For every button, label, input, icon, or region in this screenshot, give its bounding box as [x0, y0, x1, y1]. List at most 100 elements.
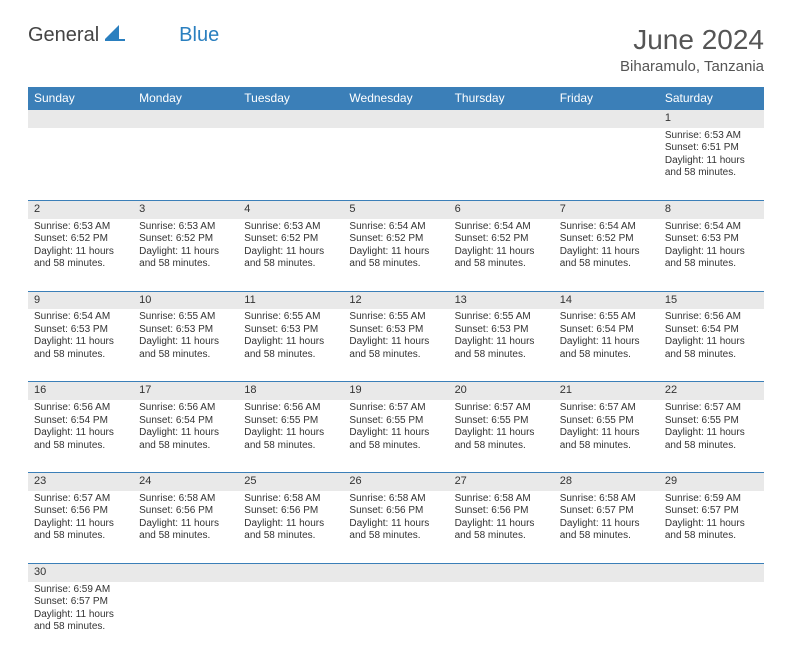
- day-body-cell: Sunrise: 6:56 AMSunset: 6:54 PMDaylight:…: [28, 400, 133, 472]
- empty-cell: [28, 128, 133, 200]
- empty-cell: [343, 582, 448, 654]
- daylight-line: Daylight: 11 hours and 58 minutes.: [244, 427, 337, 452]
- day-cell: Sunrise: 6:57 AMSunset: 6:55 PMDaylight:…: [449, 400, 554, 456]
- day-num-cell: 23: [28, 472, 133, 491]
- sunrise-line: Sunrise: 6:55 AM: [139, 311, 232, 324]
- day-header: Tuesday: [238, 87, 343, 109]
- day-header: Wednesday: [343, 87, 448, 109]
- day-body-cell: Sunrise: 6:54 AMSunset: 6:53 PMDaylight:…: [28, 309, 133, 381]
- day-header: Monday: [133, 87, 238, 109]
- daylight-line: Daylight: 11 hours and 58 minutes.: [665, 518, 758, 543]
- sunrise-line: Sunrise: 6:56 AM: [139, 402, 232, 415]
- day-cell: Sunrise: 6:56 AMSunset: 6:54 PMDaylight:…: [28, 400, 133, 456]
- day-body-cell: Sunrise: 6:55 AMSunset: 6:53 PMDaylight:…: [343, 309, 448, 381]
- day-body-cell: Sunrise: 6:58 AMSunset: 6:56 PMDaylight:…: [133, 491, 238, 563]
- day-num-cell: 12: [343, 291, 448, 310]
- day-cell: Sunrise: 6:54 AMSunset: 6:53 PMDaylight:…: [659, 219, 764, 275]
- day-cell: Sunrise: 6:57 AMSunset: 6:55 PMDaylight:…: [554, 400, 659, 456]
- daylight-line: Daylight: 11 hours and 58 minutes.: [455, 336, 548, 361]
- day-number: 25: [238, 472, 343, 491]
- sunrise-line: Sunrise: 6:59 AM: [665, 493, 758, 506]
- day-number: 13: [449, 291, 554, 310]
- day-number: 24: [133, 472, 238, 491]
- sunrise-line: Sunrise: 6:57 AM: [349, 402, 442, 415]
- sunset-line: Sunset: 6:53 PM: [244, 324, 337, 337]
- empty-cell: [449, 109, 554, 128]
- day-number: 14: [554, 291, 659, 310]
- daylight-line: Daylight: 11 hours and 58 minutes.: [349, 518, 442, 543]
- day-cell: Sunrise: 6:55 AMSunset: 6:53 PMDaylight:…: [238, 309, 343, 365]
- day-body-cell: Sunrise: 6:54 AMSunset: 6:53 PMDaylight:…: [659, 219, 764, 291]
- sunrise-line: Sunrise: 6:55 AM: [244, 311, 337, 324]
- calendar-body: 1Sunrise: 6:53 AMSunset: 6:51 PMDaylight…: [28, 109, 764, 654]
- day-header: Thursday: [449, 87, 554, 109]
- sunrise-line: Sunrise: 6:58 AM: [560, 493, 653, 506]
- day-body-cell: Sunrise: 6:57 AMSunset: 6:55 PMDaylight:…: [449, 400, 554, 472]
- day-num-cell: 26: [343, 472, 448, 491]
- day-cell: Sunrise: 6:54 AMSunset: 6:52 PMDaylight:…: [554, 219, 659, 275]
- daylight-line: Daylight: 11 hours and 58 minutes.: [34, 609, 127, 634]
- day-num-cell: 10: [133, 291, 238, 310]
- day-cell: Sunrise: 6:59 AMSunset: 6:57 PMDaylight:…: [659, 491, 764, 547]
- daylight-line: Daylight: 11 hours and 58 minutes.: [349, 336, 442, 361]
- day-body-cell: Sunrise: 6:58 AMSunset: 6:56 PMDaylight:…: [449, 491, 554, 563]
- sunset-line: Sunset: 6:55 PM: [244, 415, 337, 428]
- day-body-cell: Sunrise: 6:59 AMSunset: 6:57 PMDaylight:…: [28, 582, 133, 654]
- day-number: 28: [554, 472, 659, 491]
- daylight-line: Daylight: 11 hours and 58 minutes.: [34, 518, 127, 543]
- sunset-line: Sunset: 6:55 PM: [349, 415, 442, 428]
- day-num-cell: 3: [133, 200, 238, 219]
- day-body-cell: Sunrise: 6:53 AMSunset: 6:52 PMDaylight:…: [238, 219, 343, 291]
- day-cell: Sunrise: 6:55 AMSunset: 6:53 PMDaylight:…: [449, 309, 554, 365]
- daylight-line: Daylight: 11 hours and 58 minutes.: [665, 155, 758, 180]
- day-num-cell: 13: [449, 291, 554, 310]
- day-number: 10: [133, 291, 238, 310]
- day-number: 29: [659, 472, 764, 491]
- sunset-line: Sunset: 6:52 PM: [560, 233, 653, 246]
- sunset-line: Sunset: 6:55 PM: [560, 415, 653, 428]
- sunrise-line: Sunrise: 6:57 AM: [34, 493, 127, 506]
- day-cell: Sunrise: 6:56 AMSunset: 6:54 PMDaylight:…: [133, 400, 238, 456]
- calendar-table: SundayMondayTuesdayWednesdayThursdayFrid…: [28, 87, 764, 654]
- daylight-line: Daylight: 11 hours and 58 minutes.: [34, 246, 127, 271]
- day-number: 20: [449, 381, 554, 400]
- day-header: Saturday: [659, 87, 764, 109]
- day-header: Friday: [554, 87, 659, 109]
- logo: General Blue: [28, 24, 219, 47]
- sunset-line: Sunset: 6:55 PM: [455, 415, 548, 428]
- day-number: 23: [28, 472, 133, 491]
- daylight-line: Daylight: 11 hours and 58 minutes.: [455, 246, 548, 271]
- location: Biharamulo, Tanzania: [620, 58, 764, 75]
- daylight-line: Daylight: 11 hours and 58 minutes.: [560, 336, 653, 361]
- sunrise-line: Sunrise: 6:54 AM: [455, 221, 548, 234]
- day-body-cell: Sunrise: 6:58 AMSunset: 6:56 PMDaylight:…: [238, 491, 343, 563]
- day-body-cell: Sunrise: 6:53 AMSunset: 6:52 PMDaylight:…: [133, 219, 238, 291]
- day-num-cell: 18: [238, 381, 343, 400]
- sunset-line: Sunset: 6:54 PM: [560, 324, 653, 337]
- sunset-line: Sunset: 6:56 PM: [34, 505, 127, 518]
- sunrise-line: Sunrise: 6:53 AM: [139, 221, 232, 234]
- daylight-line: Daylight: 11 hours and 58 minutes.: [665, 427, 758, 452]
- sunrise-line: Sunrise: 6:54 AM: [34, 311, 127, 324]
- sunrise-line: Sunrise: 6:55 AM: [560, 311, 653, 324]
- empty-cell: [238, 109, 343, 128]
- sunrise-line: Sunrise: 6:58 AM: [349, 493, 442, 506]
- sunset-line: Sunset: 6:54 PM: [34, 415, 127, 428]
- empty-cell: [133, 109, 238, 128]
- daylight-line: Daylight: 11 hours and 58 minutes.: [455, 427, 548, 452]
- day-num-cell: 4: [238, 200, 343, 219]
- empty-cell: [133, 582, 238, 654]
- empty-cell: [343, 563, 448, 582]
- day-number: 21: [554, 381, 659, 400]
- day-body-cell: Sunrise: 6:58 AMSunset: 6:57 PMDaylight:…: [554, 491, 659, 563]
- daylight-line: Daylight: 11 hours and 58 minutes.: [244, 518, 337, 543]
- day-num-cell: 22: [659, 381, 764, 400]
- sunrise-line: Sunrise: 6:55 AM: [349, 311, 442, 324]
- day-body-cell: Sunrise: 6:56 AMSunset: 6:54 PMDaylight:…: [133, 400, 238, 472]
- empty-cell: [238, 582, 343, 654]
- logo-text-1: General: [28, 24, 99, 47]
- day-body-cell: Sunrise: 6:57 AMSunset: 6:55 PMDaylight:…: [343, 400, 448, 472]
- day-number: 11: [238, 291, 343, 310]
- day-cell: Sunrise: 6:58 AMSunset: 6:56 PMDaylight:…: [133, 491, 238, 547]
- day-num-cell: 21: [554, 381, 659, 400]
